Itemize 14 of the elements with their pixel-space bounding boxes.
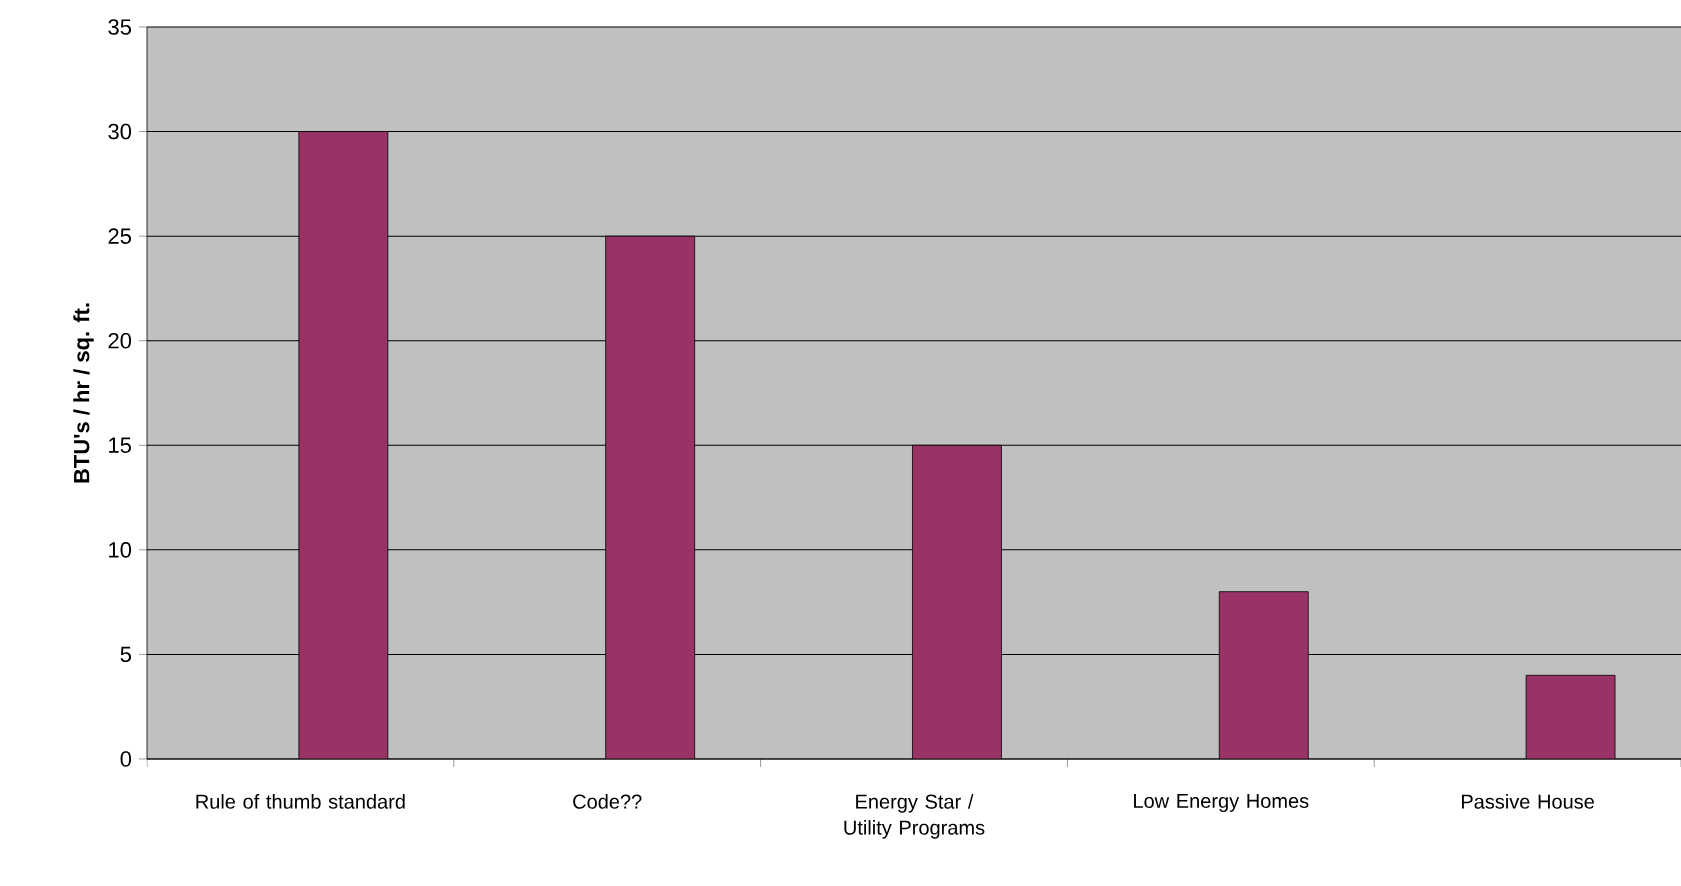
y-tick-label: 10 xyxy=(109,542,132,558)
y-axis-title: BTU's / hr / sq. ft. xyxy=(73,303,94,483)
x-tick-label: Energy Star / Utility Programs xyxy=(844,794,985,839)
y-tick-label: 20 xyxy=(108,332,132,349)
y-tick-label: 5 xyxy=(120,646,131,663)
y-tick-label: 25 xyxy=(108,228,131,244)
y-tick-label: 30 xyxy=(108,123,132,140)
x-tick-label: Rule of thumb standard xyxy=(196,794,405,809)
x-tick-label: Code?? xyxy=(573,794,642,809)
x-tick-label: Low Energy Homes xyxy=(1134,794,1309,812)
y-tick-label: 15 xyxy=(109,437,131,453)
y-tick-label: 0 xyxy=(120,751,132,767)
x-tick-label: Passive House xyxy=(1461,794,1594,809)
y-tick-label: 35 xyxy=(108,19,131,35)
